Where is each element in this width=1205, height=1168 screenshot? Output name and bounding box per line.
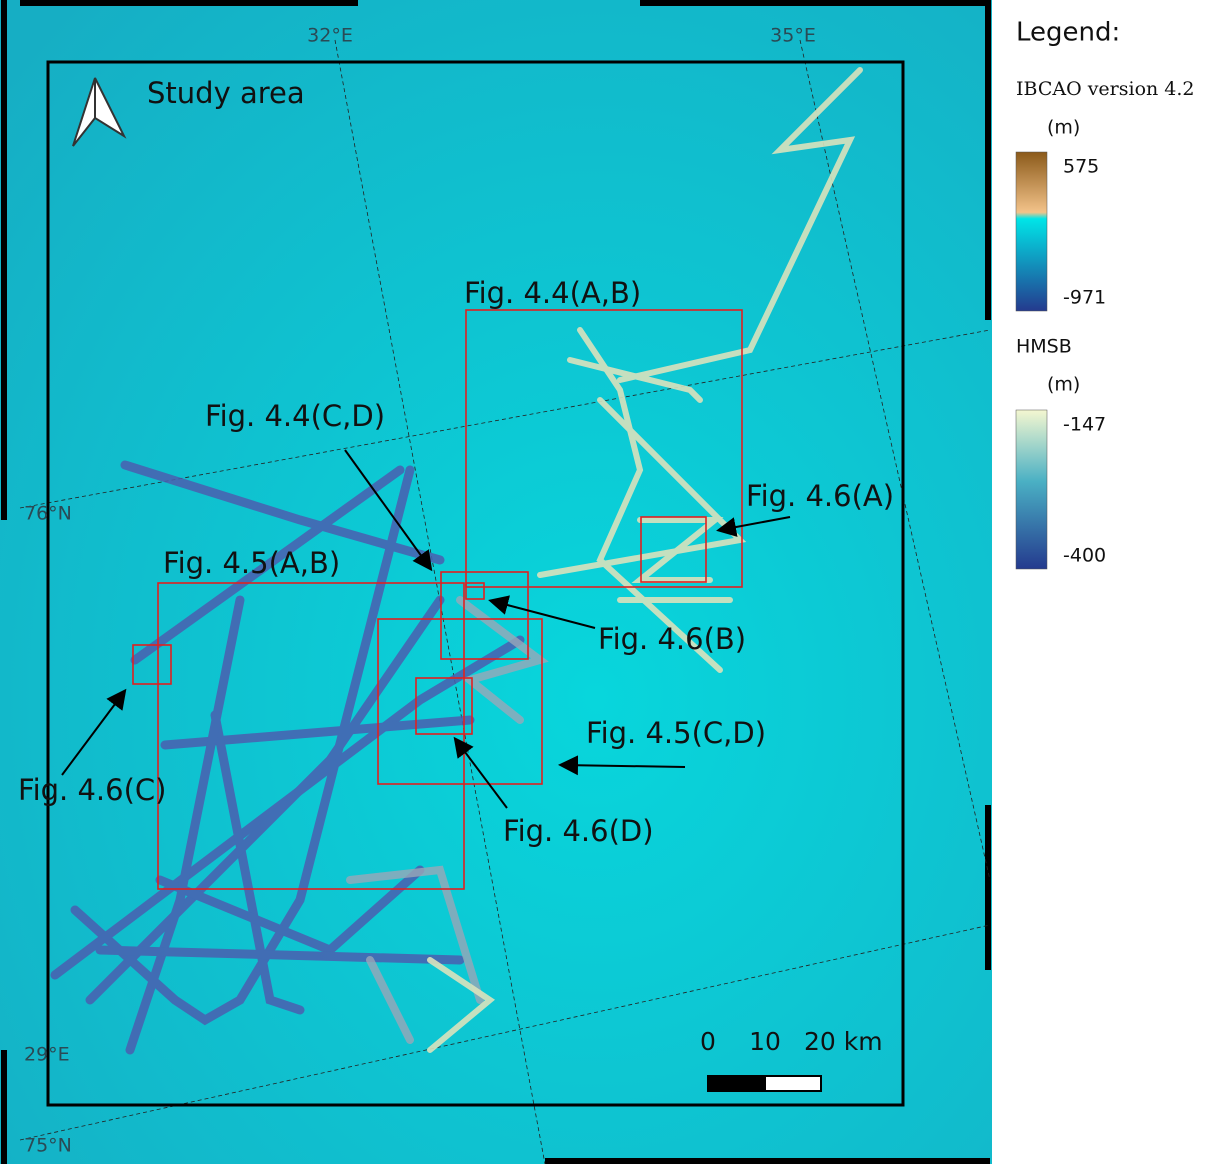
legend-max: -147 (1063, 414, 1106, 436)
lon-label: 29°E (24, 1044, 70, 1066)
lon-label: 32°E (307, 25, 353, 47)
legend-heading: Legend: (1016, 18, 1120, 48)
colorbar (1016, 152, 1047, 311)
map-page: Study area 32°E 35°E 29°E 76°N 75°N Fig.… (0, 0, 1205, 1164)
scale-label: 10 (749, 1027, 781, 1056)
figure-label: Fig. 4.4(A,B) (464, 276, 641, 310)
figure-label: Fig. 4.6(A) (746, 479, 894, 513)
figure-label: Fig. 4.5(C,D) (586, 716, 766, 750)
legend-unit: (m) (1047, 117, 1080, 139)
figure-label: Fig. 4.5(A,B) (163, 546, 340, 580)
legend-layer: IBCAO version 4.2 (1016, 78, 1195, 100)
colorbar (1016, 410, 1047, 569)
legend-layer: HMSB (1016, 336, 1072, 358)
lat-label: 75°N (24, 1135, 72, 1157)
lat-label: 76°N (24, 503, 72, 525)
legend-max: 575 (1063, 156, 1099, 178)
map-title: Study area (147, 76, 305, 110)
scale-label: 0 (700, 1027, 716, 1056)
figure-label: Fig. 4.6(D) (503, 814, 654, 848)
legend-min: -971 (1063, 287, 1106, 309)
figure-label: Fig. 4.4(C,D) (205, 399, 385, 433)
legend: Legend: IBCAO version 4.2 (m) 575 -971 H… (1016, 18, 1195, 570)
map-frame: Study area 32°E 35°E 29°E 76°N 75°N Fig.… (0, 0, 992, 1164)
figure-label: Fig. 4.6(B) (598, 622, 746, 656)
figure-label: Fig. 4.6(C) (18, 773, 166, 807)
lon-label: 35°E (770, 25, 816, 47)
scale-label: 20 km (804, 1027, 883, 1056)
legend-unit: (m) (1047, 374, 1080, 396)
legend-min: -400 (1063, 545, 1106, 567)
